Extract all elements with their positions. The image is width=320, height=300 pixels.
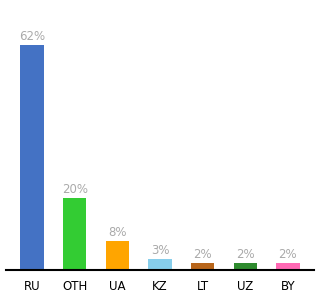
Text: 20%: 20% [62,183,88,196]
Bar [276,263,300,270]
Bar [191,263,214,270]
Bar [63,197,86,270]
Text: 3%: 3% [151,244,169,257]
Bar [234,263,257,270]
Text: 2%: 2% [193,248,212,261]
Text: 8%: 8% [108,226,127,239]
Text: 62%: 62% [19,30,45,44]
Bar [148,259,172,270]
Text: 2%: 2% [236,248,255,261]
Bar [20,45,44,270]
Bar [106,241,129,270]
Text: 2%: 2% [279,248,297,261]
